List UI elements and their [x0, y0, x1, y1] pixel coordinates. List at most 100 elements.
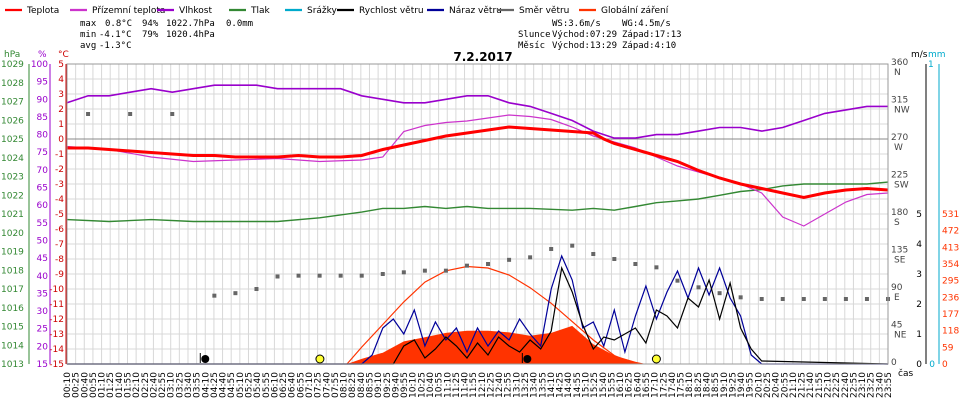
wind-dir-point-8	[317, 273, 322, 278]
moon-label: Měsíc	[518, 41, 545, 51]
x-tick-49: 12:25	[486, 372, 496, 398]
wind-dir-point-2	[170, 112, 175, 116]
x-tick-64: 16:10	[616, 372, 626, 398]
x-tick-2: 00:40	[80, 372, 90, 398]
wind-dir-point-1	[128, 112, 133, 116]
tick-hpa-6: 1023	[1, 173, 24, 183]
x-tick-18: 04:40	[219, 372, 229, 398]
legend-label-4: Srážky	[307, 6, 338, 16]
tick-mm-top: 1	[928, 60, 934, 70]
tick-temp-19: -14	[49, 345, 64, 355]
tick-hpa-8: 1021	[1, 210, 24, 220]
axis-hpa-label: hPa	[4, 50, 20, 60]
x-tick-91: 22:55	[849, 372, 859, 398]
x-tick-28: 07:10	[305, 372, 315, 398]
tick-pct-14: 30	[37, 307, 49, 317]
tick-pct-0: 100	[31, 60, 48, 70]
tick-dir-deg-0: 360	[891, 58, 908, 68]
tick-ms-0: 5	[916, 210, 922, 220]
x-tick-43: 10:55	[435, 372, 445, 398]
x-tick-55: 13:55	[538, 372, 548, 398]
x-tick-92: 23:10	[858, 372, 868, 398]
tick-hpa-7: 1022	[1, 191, 24, 201]
series-ground-temperature	[66, 114, 889, 227]
tick-temp-4: 1	[58, 120, 64, 130]
x-tick-17: 04:25	[210, 372, 220, 398]
events	[199, 353, 661, 364]
x-tick-95: 23:55	[884, 372, 894, 398]
tick-wm-0: 531	[942, 210, 959, 220]
tick-temp-6: -1	[55, 150, 64, 160]
grid	[66, 63, 889, 365]
tick-hpa-5: 1024	[1, 154, 24, 164]
x-tick-77: 19:25	[728, 372, 738, 398]
tick-hpa-15: 1014	[1, 341, 24, 351]
tick-wm-5: 236	[942, 293, 959, 303]
legend-label-0: Teplota	[26, 6, 59, 16]
x-tick-75: 18:55	[711, 372, 721, 398]
tick-dir-deg-7: 45	[891, 321, 902, 331]
wind-dir-point-32	[822, 297, 827, 301]
wind-dir-point-27	[717, 291, 722, 296]
event-sunrise	[315, 354, 325, 364]
wind-dir-point-16	[486, 262, 491, 266]
tick-hpa-13: 1016	[1, 304, 24, 314]
x-tick-85: 21:25	[798, 372, 808, 398]
x-tick-25: 06:25	[279, 372, 289, 398]
x-tick-44: 11:10	[443, 372, 453, 398]
x-tick-69: 17:25	[659, 372, 669, 398]
x-tick-40: 10:10	[409, 372, 419, 398]
x-tick-56: 14:10	[547, 372, 557, 398]
wind-dir-point-0	[86, 112, 91, 116]
wind-dir-point-34	[864, 297, 869, 301]
tick-dir-deg-8: 0	[891, 358, 897, 368]
x-tick-76: 19:10	[720, 372, 730, 398]
x-tick-39: 09:55	[400, 372, 410, 398]
legend-label-1: Přízemní teplota	[92, 6, 165, 16]
wind-dir-point-21	[591, 252, 596, 256]
axis-temp-label: °C	[58, 50, 69, 60]
x-tick-29: 07:25	[314, 372, 324, 398]
tick-temp-0: 5	[58, 60, 64, 70]
tick-pct-12: 40	[37, 272, 49, 282]
stat-max-label: max	[80, 19, 97, 29]
x-tick-86: 21:40	[806, 372, 816, 398]
tick-dir-name-4: S	[894, 218, 900, 228]
x-tick-21: 05:25	[244, 372, 254, 398]
event-moonrise	[523, 355, 532, 363]
tick-wm-7: 118	[942, 327, 959, 337]
x-tick-62: 15:40	[599, 372, 609, 398]
tick-pct-5: 75	[37, 148, 48, 158]
x-tick-12: 03:10	[167, 372, 177, 398]
x-tick-30: 07:40	[322, 372, 332, 398]
x-tick-35: 08:55	[365, 372, 375, 398]
tick-dir-name-1: NW	[894, 106, 910, 116]
wind-dir-point-7	[296, 273, 301, 278]
stat-avg-label: avg	[80, 41, 96, 51]
x-tick-67: 16:55	[642, 372, 652, 398]
tick-temp-12: -7	[55, 240, 64, 250]
legend-label-2: Vlhkost	[179, 6, 212, 16]
x-tick-53: 13:25	[521, 372, 531, 398]
tick-pct-6: 70	[37, 166, 49, 176]
wind-dir-point-11	[380, 272, 385, 276]
x-tick-7: 01:55	[123, 372, 133, 398]
wind-dir-point-24	[654, 265, 659, 270]
x-tick-34: 08:40	[357, 372, 367, 398]
x-tick-5: 01:25	[106, 372, 116, 398]
tick-wm-1: 472	[942, 227, 959, 237]
x-tick-27: 06:55	[296, 372, 306, 398]
tick-hpa-10: 1019	[1, 248, 24, 258]
tick-ms-4: 1	[916, 330, 922, 340]
event-moonset	[201, 355, 210, 363]
tick-dir-name-2: W	[894, 143, 903, 153]
stat-avg-temp: -1.3°C	[99, 41, 132, 51]
x-tick-81: 20:25	[763, 372, 773, 398]
tick-pct-11: 45	[37, 254, 48, 264]
x-tick-88: 22:10	[824, 372, 834, 398]
x-tick-83: 20:55	[780, 372, 790, 398]
wind-dir-point-26	[696, 285, 701, 290]
plot-frame	[66, 63, 889, 365]
x-tick-38: 09:40	[391, 372, 401, 398]
x-tick-57: 14:25	[556, 372, 566, 398]
